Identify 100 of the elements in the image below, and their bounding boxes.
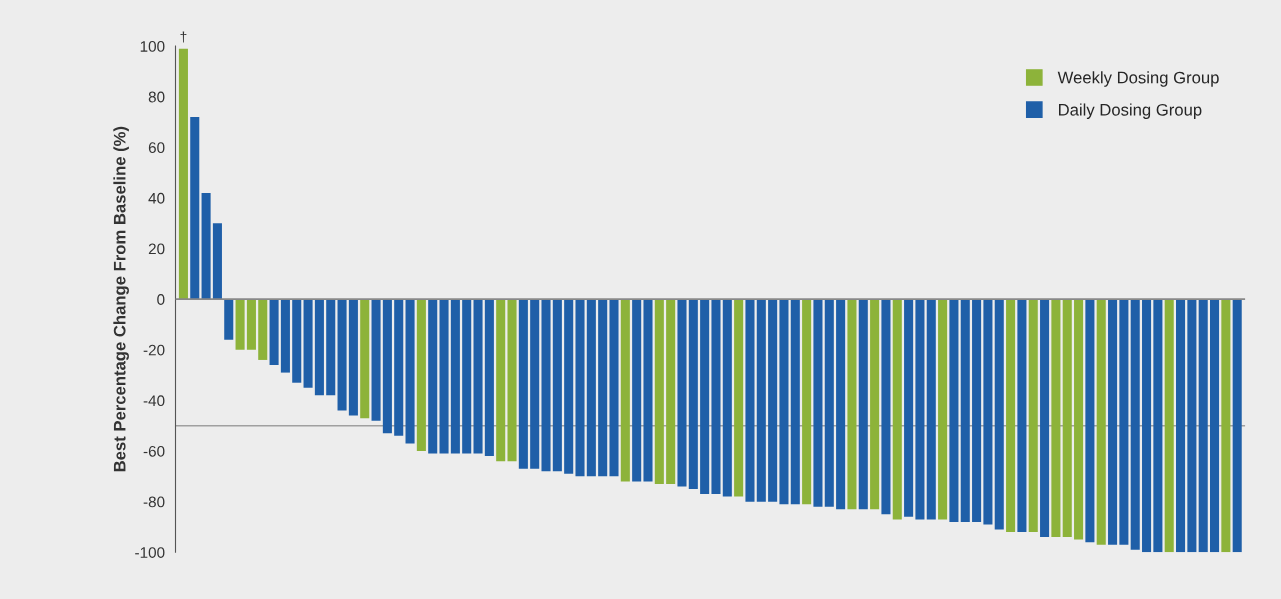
- data-label: †: [180, 31, 187, 43]
- bar: [734, 299, 744, 497]
- bar: [1187, 299, 1197, 553]
- y-tick-label: 60: [148, 142, 165, 154]
- bar: [972, 299, 982, 522]
- bar: [224, 299, 234, 340]
- bar: [983, 299, 993, 525]
- bar: [1232, 299, 1242, 553]
- bar: [643, 299, 653, 482]
- bar: [405, 299, 415, 444]
- bar: [609, 299, 619, 477]
- bar: [756, 299, 766, 502]
- bar: [394, 299, 404, 436]
- bar: [190, 116, 200, 300]
- bar: [632, 299, 642, 482]
- bar: [1198, 299, 1208, 553]
- bar: [892, 299, 902, 520]
- bar: [337, 299, 347, 411]
- y-tick-label: -80: [143, 496, 165, 508]
- bar: [382, 299, 392, 434]
- bar: [575, 299, 585, 477]
- bar: [1017, 299, 1027, 533]
- bar: [303, 299, 313, 388]
- y-tick-label: 40: [148, 192, 165, 204]
- bar: [1176, 299, 1186, 553]
- bar: [1210, 299, 1220, 553]
- legend-label: Daily Dosing Group: [1059, 103, 1202, 119]
- bar: [1164, 299, 1174, 553]
- bar: [904, 299, 914, 517]
- bar: [745, 299, 755, 502]
- bar: [938, 299, 948, 520]
- bar: [428, 299, 438, 454]
- bar: [292, 299, 302, 383]
- bar: [564, 299, 574, 474]
- bar: [586, 299, 596, 477]
- bar: [314, 299, 324, 396]
- bar: [779, 299, 789, 505]
- bar: [802, 299, 812, 505]
- bar: [881, 299, 891, 515]
- bar: [439, 299, 449, 454]
- bar: [326, 299, 336, 396]
- bar: [258, 299, 268, 360]
- bar: [541, 299, 551, 472]
- bar: [858, 299, 868, 510]
- bar: [1142, 299, 1152, 553]
- bar: [1006, 299, 1016, 533]
- y-tick-label: 20: [148, 243, 165, 255]
- bar: [813, 299, 823, 507]
- bar: [790, 299, 800, 505]
- bar: [677, 299, 687, 487]
- bar: [496, 299, 506, 462]
- bar: [462, 299, 472, 454]
- bar: [688, 299, 698, 490]
- bar: [1108, 299, 1118, 545]
- bar: [960, 299, 970, 522]
- bar: [666, 299, 676, 484]
- y-tick-label: -100: [135, 547, 165, 558]
- bar: [1221, 299, 1231, 553]
- bar: [711, 299, 721, 495]
- bar: [915, 299, 925, 520]
- bar: [246, 299, 256, 350]
- bar: [1130, 299, 1140, 550]
- y-tick-label: 100: [140, 40, 165, 52]
- bar: [416, 299, 426, 452]
- bar: [768, 299, 778, 502]
- bar: [847, 299, 857, 510]
- bar: [926, 299, 936, 520]
- bar: [212, 223, 222, 300]
- bar: [178, 48, 188, 300]
- bar: [1153, 299, 1163, 553]
- bar: [620, 299, 630, 482]
- bar: [1119, 299, 1129, 545]
- bar: [280, 299, 290, 373]
- bar: [473, 299, 483, 454]
- bar: [518, 299, 528, 469]
- bar: [598, 299, 608, 477]
- bar: [836, 299, 846, 510]
- bar: [949, 299, 959, 522]
- y-tick-label: -20: [143, 344, 165, 356]
- bar: [235, 299, 245, 350]
- bar: [530, 299, 540, 469]
- bar: [450, 299, 460, 454]
- bar: [700, 299, 710, 495]
- bar: [1051, 299, 1061, 538]
- bar: [201, 192, 211, 300]
- bar: [1040, 299, 1050, 538]
- bar: [484, 299, 494, 457]
- bar: [994, 299, 1004, 530]
- y-axis-title: Best Percentage Change From Baseline (%): [113, 126, 129, 472]
- bar: [1062, 299, 1072, 538]
- y-tick-label: 80: [148, 91, 165, 103]
- bar: [824, 299, 834, 507]
- bar: [507, 299, 517, 462]
- y-tick-label: -60: [143, 445, 165, 457]
- bar: [722, 299, 732, 497]
- bar: [348, 299, 358, 416]
- bar: [1085, 299, 1095, 543]
- bar: [360, 299, 370, 419]
- y-tick-label: -40: [143, 395, 165, 407]
- legend-label: Weekly Dosing Group: [1057, 71, 1219, 87]
